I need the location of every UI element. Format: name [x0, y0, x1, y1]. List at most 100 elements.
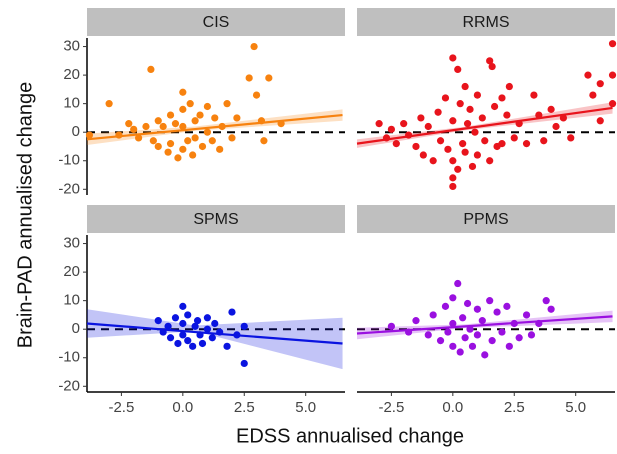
x-tick-label: 2.5 [504, 399, 525, 416]
y-tick-label: 10 [63, 292, 80, 309]
x-tick-label: 5.0 [295, 399, 316, 416]
point [491, 102, 499, 111]
y-tick-label: 0 [72, 320, 80, 337]
point [196, 111, 204, 119]
point [473, 305, 481, 313]
point [429, 157, 437, 165]
point [179, 122, 187, 131]
point [567, 134, 575, 142]
y-tick-label: 10 [63, 95, 80, 112]
point [164, 148, 172, 156]
point [208, 137, 216, 145]
point [466, 105, 474, 113]
point [461, 334, 469, 342]
point [522, 140, 531, 148]
point [454, 279, 462, 288]
point [166, 111, 175, 119]
point [198, 142, 207, 151]
point [184, 137, 192, 145]
point [436, 137, 445, 145]
fit-line [356, 315, 613, 335]
point [608, 100, 617, 108]
y-tick-label: 20 [63, 263, 80, 280]
point [498, 328, 506, 336]
point [473, 91, 481, 99]
point [147, 65, 155, 73]
point [203, 128, 211, 136]
point [596, 80, 604, 88]
point [412, 317, 420, 325]
point [461, 82, 469, 91]
point [130, 125, 138, 133]
point [186, 100, 194, 108]
point [505, 342, 513, 350]
point [189, 342, 197, 350]
point [412, 142, 420, 151]
y-tick-label: -20 [58, 377, 80, 394]
point [454, 65, 462, 73]
point [417, 114, 425, 122]
point [456, 348, 464, 356]
point [503, 302, 511, 310]
y-tick-label: -10 [58, 152, 80, 169]
point [547, 105, 555, 113]
point [608, 71, 617, 79]
point [454, 165, 462, 173]
point [449, 342, 457, 350]
point [250, 42, 258, 51]
point [179, 331, 187, 339]
facet-title: SPMS [193, 211, 238, 228]
point [164, 322, 172, 330]
point [216, 145, 224, 153]
point [159, 122, 167, 131]
y-tick-label: 20 [63, 66, 80, 83]
facet-strip [87, 205, 345, 233]
point [198, 339, 207, 348]
point [429, 311, 437, 319]
point [203, 102, 211, 111]
point [505, 82, 513, 91]
fit-line [86, 113, 343, 141]
facet-title: RRMS [462, 14, 509, 31]
y-tick-label: 30 [63, 235, 80, 252]
point [488, 62, 496, 71]
x-tick-label: 2.5 [234, 399, 255, 416]
point [481, 351, 489, 359]
point [392, 140, 400, 148]
point [461, 148, 469, 156]
point [441, 302, 450, 310]
point [203, 325, 211, 333]
point [584, 71, 592, 79]
point [456, 100, 464, 108]
x-tick-label: -2.5 [378, 399, 404, 416]
point [105, 100, 113, 108]
point [459, 140, 467, 148]
point [486, 157, 494, 165]
point [211, 319, 219, 328]
point [166, 140, 175, 148]
point [459, 314, 467, 322]
point [522, 311, 531, 319]
x-tick-label: -2.5 [108, 399, 134, 416]
x-tick-label: 5.0 [565, 399, 586, 416]
x-axis-label: EDSS annualised change [236, 425, 464, 447]
point [608, 40, 617, 48]
point [434, 108, 442, 116]
point [400, 120, 408, 128]
facet-strip [357, 205, 615, 233]
point [166, 334, 175, 342]
point [498, 94, 506, 102]
point [449, 157, 457, 165]
point [179, 319, 187, 328]
point [527, 331, 536, 339]
facet-strip [87, 8, 345, 36]
point [471, 128, 479, 136]
point [193, 317, 202, 325]
point [174, 154, 182, 162]
point [184, 311, 192, 319]
point [449, 117, 457, 125]
point [211, 114, 219, 122]
y-tick-label: 0 [72, 123, 80, 140]
point [542, 297, 550, 305]
